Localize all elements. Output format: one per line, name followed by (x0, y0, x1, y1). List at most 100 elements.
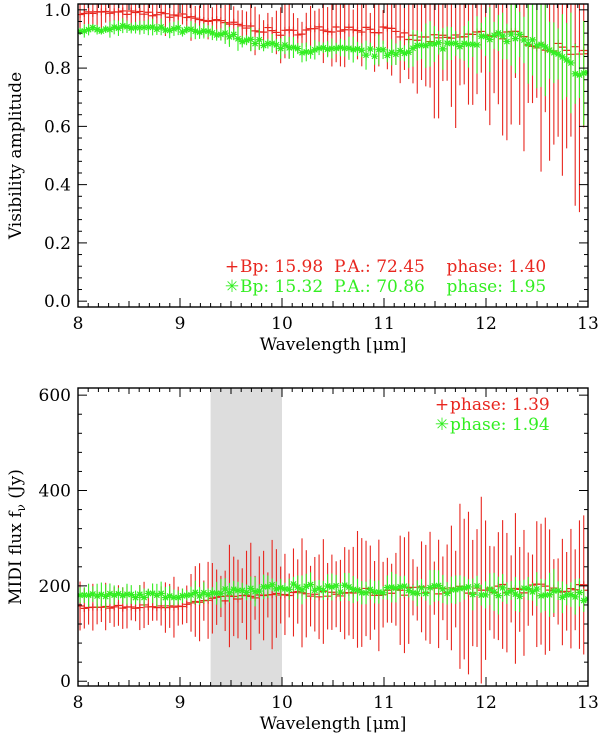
data-point (469, 40, 477, 48)
x-tick-label: 9 (175, 314, 186, 334)
data-point (324, 45, 332, 53)
data-point (255, 587, 263, 595)
x-tick-label: 12 (475, 314, 497, 334)
data-point (183, 600, 191, 608)
x-tick-label: 11 (373, 693, 395, 713)
shaded-band (210, 388, 282, 686)
data-point (225, 589, 233, 597)
legend-label: phase: 1.94 (450, 415, 550, 435)
data-point (260, 42, 268, 50)
data-point (170, 25, 178, 33)
data-point (400, 29, 408, 37)
data-point (110, 591, 118, 599)
data-point (349, 46, 357, 54)
x-tick-label: 8 (73, 314, 84, 334)
data-point (85, 26, 93, 34)
data-point (302, 582, 310, 590)
data-point (353, 27, 361, 35)
data-point (127, 7, 135, 15)
visibility-panel: 8 9 10 11 12 13 Wavelength [μm] 0.0 0.2 0.4 0.6 0.8… (6, 1, 599, 355)
data-point (341, 26, 349, 34)
data-point (247, 35, 255, 43)
data-point (225, 20, 233, 28)
data-point (567, 59, 575, 67)
y-axis: 0 200 400 600 MIDI flux fν (Jy) (6, 386, 588, 692)
data-point (230, 30, 238, 38)
data-point (396, 583, 404, 591)
data-point (494, 29, 502, 37)
data-point (243, 24, 251, 32)
data-point (149, 23, 157, 31)
data-point (208, 29, 216, 37)
data-point (281, 585, 289, 593)
data-point (447, 40, 455, 48)
data-point (345, 23, 353, 31)
data-point (196, 592, 204, 600)
data-point (225, 33, 233, 41)
data-point (234, 35, 242, 43)
data-point (119, 591, 127, 599)
data-point (580, 581, 588, 589)
data-point (114, 24, 122, 32)
x-tick-label: 8 (73, 693, 84, 713)
data-point (170, 593, 178, 601)
data-point (554, 587, 562, 595)
data-point (486, 36, 494, 44)
x-tick-label: 10 (271, 314, 293, 334)
legend-marker: + (435, 395, 449, 415)
data-point (567, 591, 575, 599)
y-tick-label: 400 (39, 482, 71, 502)
data-point (217, 30, 225, 38)
data-point (268, 591, 276, 599)
series-phase-1-95 (78, 4, 588, 127)
data-point (119, 22, 127, 30)
data-point (529, 36, 537, 44)
data-point (140, 10, 148, 18)
data-point (353, 45, 361, 53)
data-point (161, 10, 169, 18)
data-point (183, 14, 191, 22)
data-point (345, 583, 353, 591)
x-axis: 8 9 10 11 12 13 Wavelength [μm] (73, 4, 599, 355)
data-point (268, 581, 276, 589)
data-point (251, 588, 259, 596)
data-point (127, 24, 135, 32)
data-point (362, 23, 370, 31)
data-point (166, 13, 174, 21)
data-point (217, 589, 225, 597)
data-point (132, 8, 140, 16)
x-tick-label: 10 (271, 693, 293, 713)
data-point (200, 27, 208, 35)
data-point (418, 584, 426, 592)
y-tick-label: 0.6 (44, 117, 71, 137)
data-point (277, 31, 285, 39)
data-point (106, 9, 114, 17)
data-point (204, 591, 212, 599)
data-point (114, 602, 122, 610)
data-point (127, 591, 135, 599)
data-point (161, 594, 169, 602)
data-point (204, 27, 212, 35)
data-point (191, 27, 199, 35)
data-point (511, 35, 519, 43)
series-phase-1-94 (78, 568, 588, 617)
data-point (170, 11, 178, 19)
data-point (375, 46, 383, 54)
data-point (136, 7, 144, 15)
data-point (277, 584, 285, 592)
legend: + Bp: 15.98 P.A.: 72.45 phase: 1.40✳ Bp: 1… (225, 257, 546, 297)
x-axis: 8 9 10 11 12 13 Wavelength [μm] (73, 388, 599, 734)
data-point (298, 49, 306, 57)
data-point (473, 41, 481, 49)
data-point (388, 583, 396, 591)
data-point (477, 32, 485, 40)
data-point (243, 36, 251, 44)
data-point (178, 10, 186, 18)
data-point (341, 581, 349, 589)
data-point (187, 591, 195, 599)
x-tick-label: 13 (577, 314, 599, 334)
legend-marker: ✳ (225, 277, 239, 297)
data-point (405, 48, 413, 56)
data-point (371, 588, 379, 596)
data-point (106, 590, 114, 598)
